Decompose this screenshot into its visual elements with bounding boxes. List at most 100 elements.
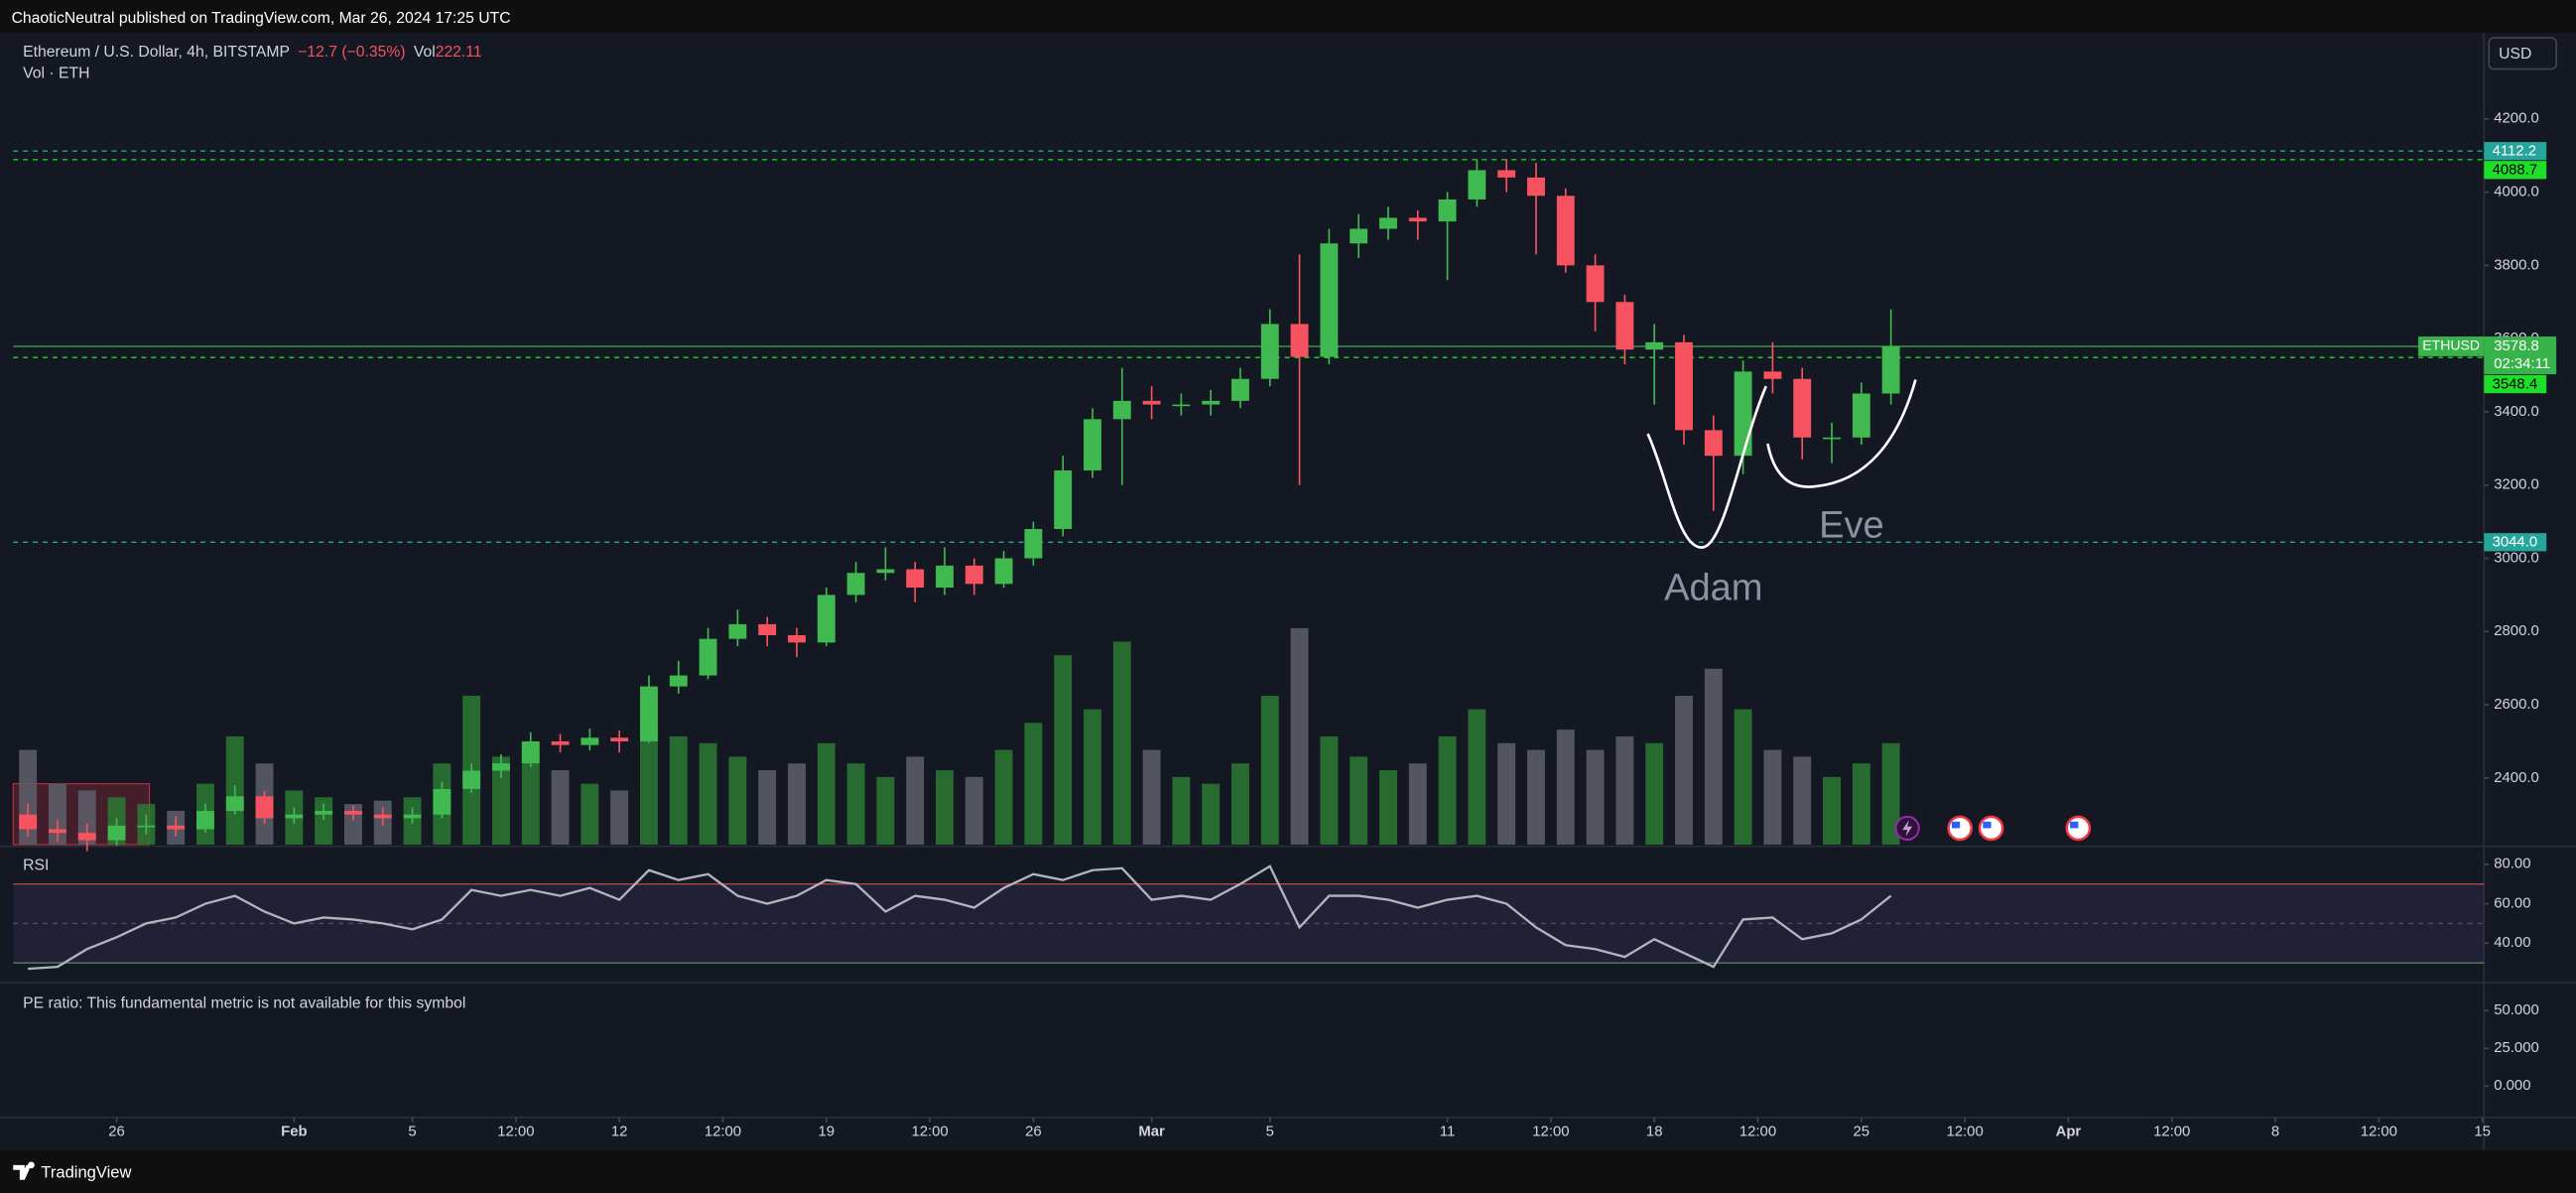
candle-body <box>965 565 983 585</box>
candle-body <box>1823 437 1841 440</box>
volume-bar <box>1468 709 1486 845</box>
y-tick-label: 2800.0 <box>2494 623 2539 639</box>
candle-body <box>846 573 865 596</box>
x-tick-label: 12:00 <box>1739 1125 1776 1140</box>
last-price-label: 3578.8 <box>2494 338 2539 354</box>
x-tick-label: 12:00 <box>2361 1125 2397 1140</box>
volume-bar <box>492 756 510 845</box>
y-tick-label: 25.000 <box>2494 1040 2539 1056</box>
candle-body <box>1645 341 1664 350</box>
candle-body <box>1763 371 1782 379</box>
volume-bar <box>965 776 983 845</box>
candle-body <box>1468 170 1486 199</box>
volume-label: Vol <box>414 44 436 61</box>
x-tick-label: 12:00 <box>1532 1125 1569 1140</box>
candle-body <box>49 829 66 834</box>
volume-bar <box>1112 641 1131 845</box>
footer <box>0 1149 2576 1193</box>
y-tick-label: 40.00 <box>2494 935 2530 951</box>
y-tick-label: 2400.0 <box>2494 770 2539 786</box>
x-tick-label: 11 <box>1440 1125 1455 1140</box>
level-tag <box>2484 374 2547 394</box>
volume-bar <box>1704 668 1723 845</box>
x-tick-label: 19 <box>818 1125 835 1140</box>
candle-body <box>1556 196 1575 266</box>
brand-logo <box>13 1161 35 1180</box>
x-tick-label: 12:00 <box>911 1125 948 1140</box>
candle-body <box>1881 345 1900 394</box>
volume-bar <box>1586 749 1605 845</box>
symbol-tag-label: ETHUSD <box>2422 337 2480 353</box>
volume-bar <box>1823 776 1841 845</box>
y-tick-label: 0.000 <box>2494 1078 2530 1094</box>
volume-bar <box>906 756 925 845</box>
currency-button[interactable] <box>2488 37 2557 70</box>
x-tick-label: 12:00 <box>705 1125 741 1140</box>
x-tick-label: 12:00 <box>2153 1125 2190 1140</box>
candle-body <box>344 811 362 815</box>
brand-name: TradingView <box>41 1162 131 1181</box>
volume-bar <box>1320 735 1339 845</box>
currency[interactable]: USD <box>2499 46 2531 63</box>
volume-bar <box>1438 735 1457 845</box>
candle-body <box>1615 302 1634 350</box>
candle-body <box>19 814 38 830</box>
volume-bar <box>1881 742 1900 845</box>
volume-bar <box>580 783 599 845</box>
x-tick-label: Mar <box>1138 1125 1165 1140</box>
level-tag <box>2484 142 2547 161</box>
candle-body <box>1408 217 1427 222</box>
flag-canton <box>1951 821 1961 829</box>
candle-body <box>551 740 570 745</box>
x-tick-label: 26 <box>1025 1125 1042 1140</box>
volume-bar <box>1497 742 1516 845</box>
candle-body <box>1172 404 1191 407</box>
volume-bar <box>846 763 865 845</box>
x-tick-label: Apr <box>2056 1125 2082 1140</box>
candle-body <box>521 740 540 764</box>
chart-area <box>0 33 2576 1150</box>
volume-value: 222.11 <box>436 44 482 61</box>
symbol-tag <box>2418 336 2485 356</box>
price-change: −12.7 (−0.35%) <box>298 44 405 61</box>
level-tag <box>2484 161 2547 180</box>
volume-bar <box>1556 729 1575 845</box>
candle-body <box>403 814 422 819</box>
level-label: 4112.2 <box>2493 144 2536 160</box>
annotation: Adam <box>1664 567 1762 608</box>
countdown: 02:34:11 <box>2494 356 2550 372</box>
volume-bar <box>1084 709 1101 845</box>
x-tick-label: 5 <box>408 1125 416 1140</box>
candle-body <box>610 737 629 741</box>
candle-body <box>1527 177 1545 197</box>
volume-bar <box>936 770 954 845</box>
event-icon-glyph <box>1902 820 1913 837</box>
candle-body <box>817 595 836 643</box>
volume-bar <box>1645 742 1664 845</box>
level-label: 3044.0 <box>2493 535 2538 551</box>
x-tick-label: 18 <box>1646 1125 1663 1140</box>
candle-body <box>492 763 510 771</box>
volume-bar <box>315 797 333 845</box>
candle-body <box>994 558 1013 585</box>
economic-events <box>1947 815 2092 842</box>
candle-body <box>1734 371 1752 457</box>
y-tick-label: 4200.0 <box>2494 111 2539 127</box>
candle-body <box>433 788 451 815</box>
candle-body <box>699 638 717 676</box>
candle-body <box>1793 378 1812 438</box>
volume-bar <box>1675 696 1693 845</box>
x-tick-label: 8 <box>2271 1125 2279 1140</box>
volume-title: Vol · ETH <box>23 66 89 82</box>
volume-bar <box>876 776 895 845</box>
candle-body <box>1024 528 1043 559</box>
candle-body <box>1675 341 1693 431</box>
volume-bar <box>1763 749 1782 845</box>
volume-bar <box>699 742 717 845</box>
level-tag <box>2484 533 2547 552</box>
candle-body <box>640 686 658 741</box>
symbol-title: Ethereum / U.S. Dollar, 4h, BITSTAMP <box>23 44 290 61</box>
volume-bar <box>1260 696 1279 845</box>
candle-body <box>1350 228 1368 244</box>
